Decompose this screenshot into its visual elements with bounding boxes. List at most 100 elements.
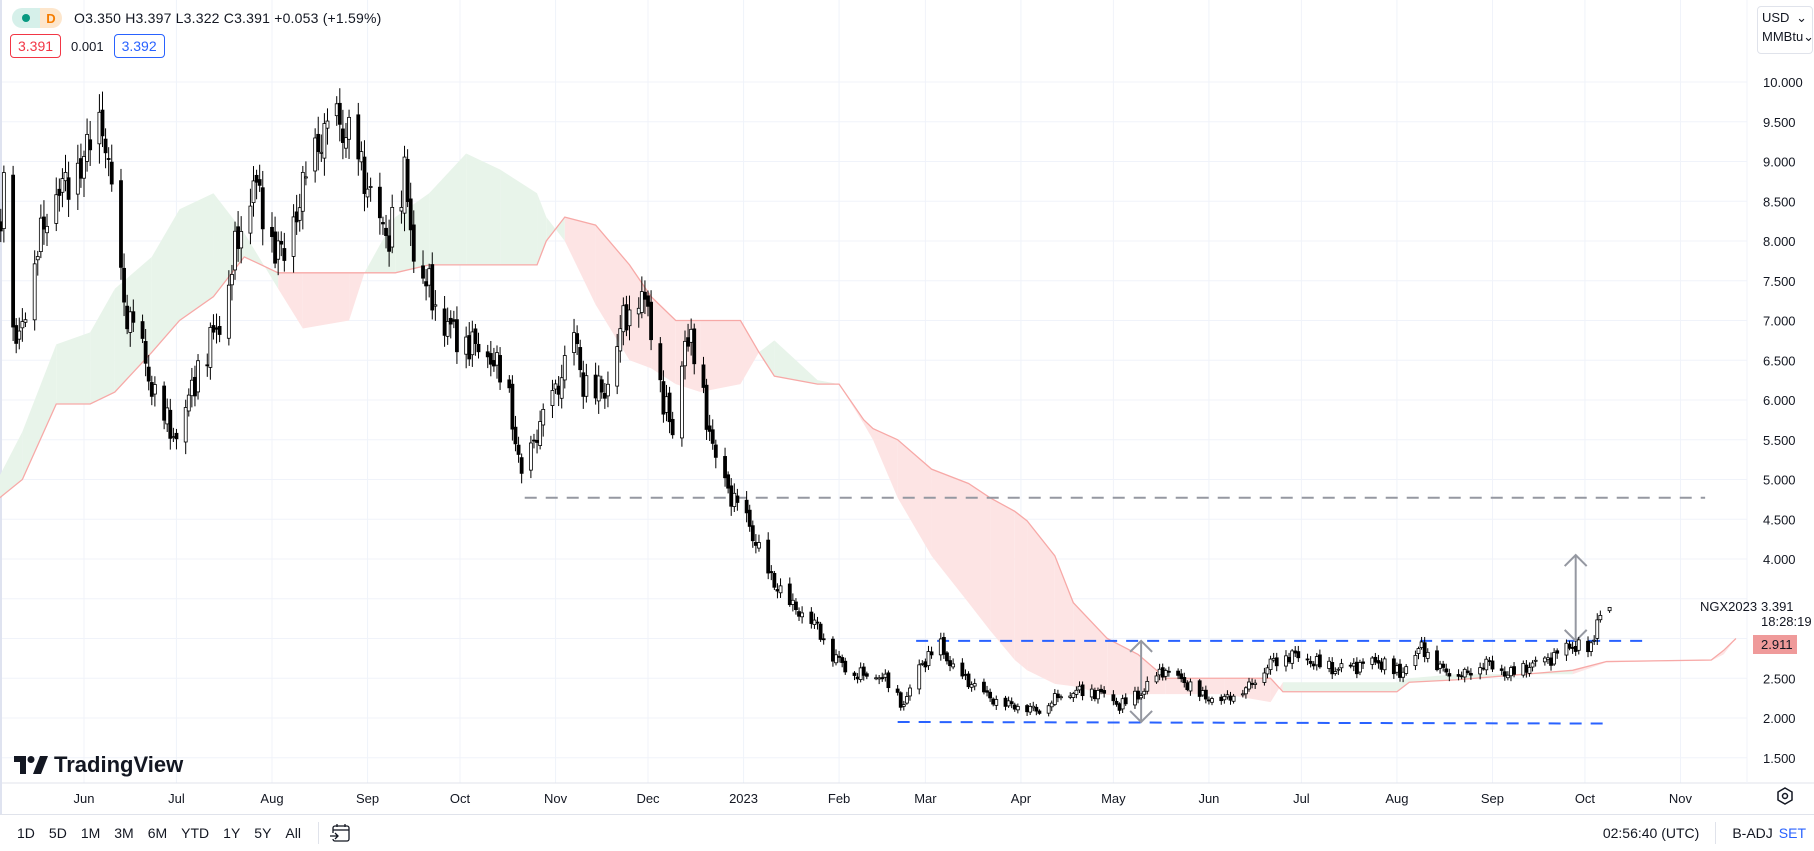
- candle: [966, 671, 971, 689]
- candle: [1074, 686, 1079, 699]
- candle: [131, 299, 136, 333]
- candle-body: [1028, 706, 1033, 713]
- trend-lines[interactable]: [524, 496, 1706, 725]
- price-axis[interactable]: 10.000 9.500 9.000 8.500 8.000 7.500 7.000 6.50…: [1763, 75, 1803, 766]
- interval-badge: D: [40, 8, 62, 28]
- time-axis[interactable]: Jun Jul Aug Sep Oct Nov Dec 2023 Feb Mar Apr May Jun…: [74, 791, 1693, 806]
- double-arrow[interactable]: [1563, 553, 1588, 643]
- candle: [713, 439, 718, 469]
- candle: [541, 403, 546, 437]
- candle: [1071, 691, 1076, 702]
- range-3m[interactable]: 3M: [114, 825, 134, 841]
- range-1m[interactable]: 1M: [80, 825, 101, 841]
- dashed-line-range-bottom[interactable]: [897, 720, 1607, 725]
- candle-body: [165, 407, 170, 425]
- candle-body: [1142, 690, 1147, 695]
- time-tick-label: Jun: [1198, 791, 1219, 806]
- session-toggle[interactable]: SET: [1778, 825, 1806, 841]
- candle-body: [1395, 665, 1399, 673]
- candle: [97, 94, 102, 164]
- candle-body: [621, 305, 626, 333]
- candle-body: [1089, 688, 1094, 698]
- candle: [649, 290, 653, 351]
- candle-body: [273, 231, 277, 264]
- candle-body: [550, 390, 555, 407]
- candle: [300, 165, 305, 230]
- range-5y[interactable]: 5Y: [254, 825, 272, 841]
- candle: [103, 128, 108, 169]
- candle-body: [1327, 660, 1332, 669]
- adjustment-toggle[interactable]: B-ADJ: [1732, 825, 1773, 841]
- cloud-segment-bearish: [1572, 661, 1607, 675]
- buy-button[interactable]: 3.392: [113, 34, 165, 58]
- candle: [800, 606, 805, 624]
- candle-body: [1250, 683, 1254, 685]
- candle-body: [1225, 694, 1230, 698]
- go-to-date-calendar-icon[interactable]: [328, 823, 351, 843]
- cloud-segment-bullish: [0, 431, 23, 498]
- candle: [1333, 667, 1338, 676]
- status-pill[interactable]: D: [12, 8, 62, 28]
- candle-body: [528, 442, 533, 471]
- sell-button[interactable]: 3.391: [10, 34, 62, 58]
- range-ytd[interactable]: YTD: [181, 825, 210, 841]
- range-all[interactable]: All: [285, 825, 301, 841]
- candle: [106, 147, 111, 177]
- candle-body: [1133, 690, 1137, 706]
- candle: [1287, 652, 1291, 664]
- candle-body: [211, 325, 216, 333]
- candle-body: [535, 439, 539, 443]
- candle-body: [1034, 706, 1039, 712]
- settings-icon[interactable]: [1776, 787, 1794, 805]
- candle: [473, 323, 478, 356]
- candle-body: [313, 137, 318, 172]
- clock[interactable]: 02:56:40 (UTC): [1602, 825, 1700, 841]
- candle: [744, 491, 749, 523]
- candle-body: [929, 651, 934, 656]
- candle: [140, 314, 145, 344]
- candle: [1546, 653, 1550, 664]
- unit-select[interactable]: MMBtu ⌄: [1758, 26, 1814, 45]
- time-tick-label: Jul: [168, 791, 185, 806]
- candle: [356, 102, 361, 176]
- candle-body: [0, 221, 3, 232]
- price-tick-label: 2.500: [1763, 671, 1796, 686]
- candle: [152, 376, 157, 407]
- candle-body: [1348, 664, 1353, 667]
- candle-body: [516, 444, 521, 455]
- candle: [886, 670, 891, 693]
- candle: [174, 428, 179, 450]
- candle: [528, 435, 533, 479]
- candle: [1358, 659, 1362, 676]
- double-arrow[interactable]: [1129, 639, 1153, 724]
- candle-body: [236, 226, 241, 249]
- candle: [1607, 606, 1612, 613]
- range-5d[interactable]: 5D: [48, 825, 67, 841]
- range-6m[interactable]: 6M: [147, 825, 168, 841]
- candle: [365, 172, 370, 208]
- price-chart[interactable]: 10.000 9.500 9.000 8.500 8.000 7.500 7.000 6.50…: [0, 0, 1814, 814]
- cloud-segment-bearish: [872, 428, 898, 498]
- candle: [1068, 692, 1073, 700]
- price-tick-label: 2.000: [1763, 711, 1796, 726]
- candle: [381, 216, 385, 235]
- currency-select[interactable]: USD ⌄: [1758, 7, 1812, 26]
- candle: [1179, 668, 1184, 683]
- range-1y[interactable]: 1Y: [223, 825, 241, 841]
- price-tick-label: 5.500: [1763, 433, 1796, 448]
- range-1d[interactable]: 1D: [17, 825, 35, 841]
- candle-body: [938, 638, 943, 656]
- candle-body: [464, 336, 469, 355]
- candle: [1009, 697, 1014, 709]
- spread-value: 0.001: [71, 38, 104, 54]
- candle-body: [35, 256, 40, 261]
- candle-body: [1336, 668, 1341, 671]
- candle-body: [97, 111, 102, 145]
- candle: [985, 685, 989, 697]
- candle-body: [455, 319, 459, 353]
- tradingview-logo[interactable]: TradingView: [14, 752, 183, 778]
- candle: [1012, 702, 1017, 712]
- candle-body: [948, 660, 952, 667]
- candle-body: [467, 335, 472, 360]
- candle-body: [1160, 667, 1165, 678]
